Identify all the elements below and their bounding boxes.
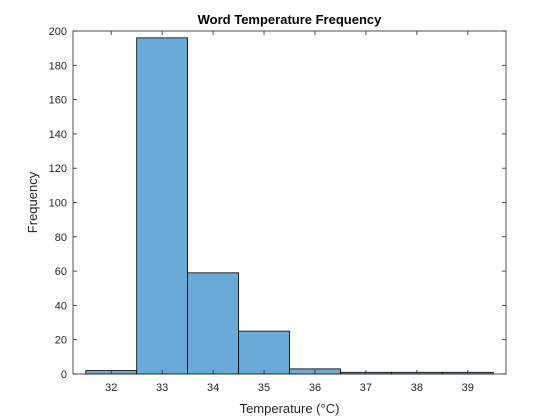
y-tick-label: 20: [55, 335, 67, 347]
y-tick-label: 40: [55, 300, 67, 312]
histogram-bar: [238, 330, 290, 375]
y-tick-label: 160: [49, 95, 67, 107]
y-tick-label: 80: [55, 232, 67, 244]
chart-title: Word Temperature Frequency: [198, 12, 382, 27]
y-tick-label: 0: [61, 369, 67, 381]
y-tick-label: 200: [49, 26, 67, 38]
x-tick-label: 32: [105, 382, 117, 394]
histogram-bar: [136, 37, 189, 375]
y-axis-ticks: 0 20 40 60 80 100 120 140 160 180 200: [49, 26, 506, 381]
y-tick-label: 100: [49, 198, 67, 210]
x-tick-label: 37: [360, 382, 372, 394]
x-tick-label: 33: [156, 382, 168, 394]
x-axis-ticks: 32 33 34 35 36 37 38 39: [105, 31, 474, 394]
y-tick-label: 120: [49, 163, 67, 175]
y-tick-label: 60: [55, 266, 67, 278]
x-axis-label: Temperature (°C): [240, 401, 340, 416]
x-tick-label: 39: [462, 382, 474, 394]
y-tick-label: 140: [49, 129, 67, 141]
x-tick-label: 34: [207, 382, 219, 394]
x-tick-label: 36: [309, 382, 321, 394]
y-axis-label: Frequency: [25, 171, 40, 233]
histogram-bar: [187, 272, 239, 375]
x-tick-label: 35: [258, 382, 270, 394]
x-tick-label: 38: [411, 382, 423, 394]
y-tick-label: 180: [49, 60, 67, 72]
histogram-bars: [85, 37, 494, 375]
